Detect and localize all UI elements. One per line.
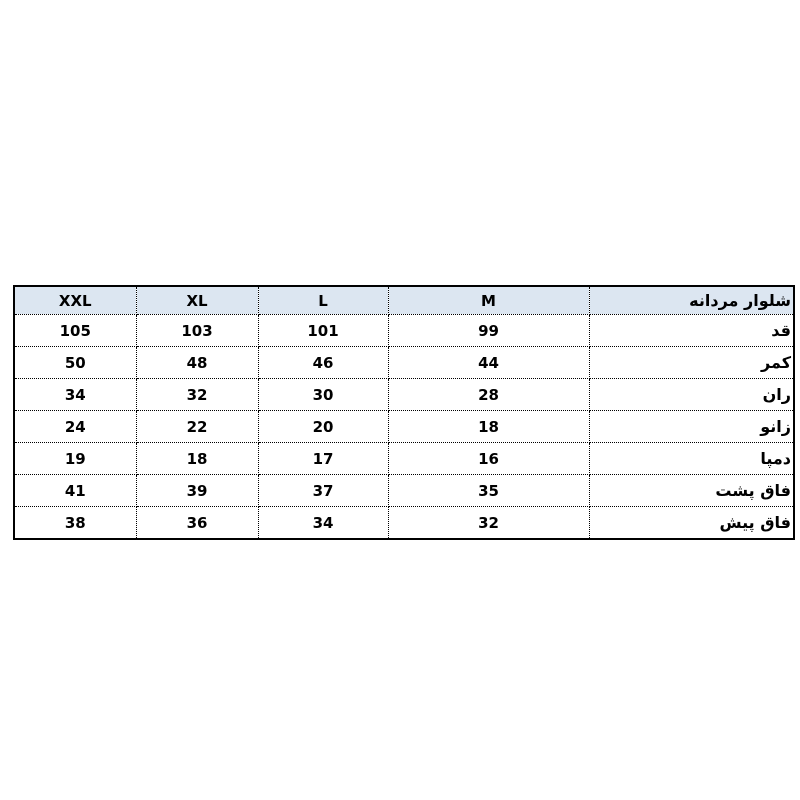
cell-l: 34 — [257, 506, 389, 540]
cell-xl: 32 — [135, 378, 259, 411]
cell-m: 18 — [387, 410, 590, 443]
cell-l: 46 — [257, 346, 389, 379]
row-label: ران — [588, 378, 795, 411]
row-label: فاق پشت — [588, 474, 795, 507]
header-row: XXL XL L M شلوار مردانه — [13, 285, 795, 315]
row-label: دمپا — [588, 442, 795, 475]
cell-xxl: 34 — [13, 378, 137, 411]
cell-xxl: 24 — [13, 410, 137, 443]
table-title-cell: شلوار مردانه — [588, 285, 795, 315]
row-label: فاق پیش — [588, 506, 795, 540]
table-row-thigh: 34 32 30 28 ران — [13, 378, 795, 411]
cell-m: 32 — [387, 506, 590, 540]
cell-m: 28 — [387, 378, 590, 411]
cell-l: 37 — [257, 474, 389, 507]
table-row-waist: 50 48 46 44 کمر — [13, 346, 795, 379]
cell-m: 44 — [387, 346, 590, 379]
table-row-knee: 24 22 20 18 زانو — [13, 410, 795, 443]
cell-xl: 36 — [135, 506, 259, 540]
cell-xl: 22 — [135, 410, 259, 443]
col-header-xxl: XXL — [13, 285, 137, 315]
table-row-hem: 19 18 17 16 دمپا — [13, 442, 795, 475]
cell-xxl: 41 — [13, 474, 137, 507]
row-label: قد — [588, 314, 795, 347]
col-header-l: L — [257, 285, 389, 315]
size-chart-table: XXL XL L M شلوار مردانه 105 103 101 99 ق… — [13, 285, 795, 540]
cell-l: 17 — [257, 442, 389, 475]
cell-l: 20 — [257, 410, 389, 443]
cell-xxl: 50 — [13, 346, 137, 379]
cell-xl: 39 — [135, 474, 259, 507]
cell-m: 16 — [387, 442, 590, 475]
cell-m: 99 — [387, 314, 590, 347]
cell-l: 30 — [257, 378, 389, 411]
table-row-height: 105 103 101 99 قد — [13, 314, 795, 347]
cell-xl: 48 — [135, 346, 259, 379]
cell-xl: 18 — [135, 442, 259, 475]
table-row-front-rise: 38 36 34 32 فاق پیش — [13, 506, 795, 540]
cell-xl: 103 — [135, 314, 259, 347]
table-row-back-rise: 41 39 37 35 فاق پشت — [13, 474, 795, 507]
cell-xxl: 38 — [13, 506, 137, 540]
col-header-m: M — [387, 285, 590, 315]
row-label: کمر — [588, 346, 795, 379]
cell-xxl: 105 — [13, 314, 137, 347]
row-label: زانو — [588, 410, 795, 443]
cell-xxl: 19 — [13, 442, 137, 475]
col-header-xl: XL — [135, 285, 259, 315]
cell-m: 35 — [387, 474, 590, 507]
cell-l: 101 — [257, 314, 389, 347]
